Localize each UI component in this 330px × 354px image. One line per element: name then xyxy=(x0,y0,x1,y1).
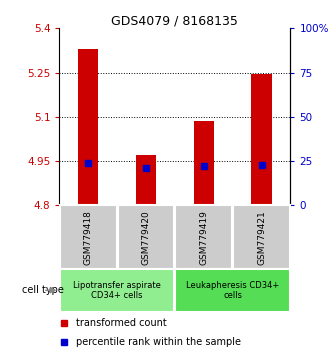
Text: GSM779418: GSM779418 xyxy=(84,210,93,265)
Bar xyxy=(194,121,214,205)
Title: GDS4079 / 8168135: GDS4079 / 8168135 xyxy=(112,14,238,27)
Bar xyxy=(176,269,290,312)
Text: GSM779420: GSM779420 xyxy=(142,210,150,264)
Text: cell type: cell type xyxy=(22,285,64,295)
Bar xyxy=(60,205,116,269)
Bar xyxy=(251,74,272,205)
Bar xyxy=(78,49,98,205)
Text: transformed count: transformed count xyxy=(76,318,166,329)
Text: percentile rank within the sample: percentile rank within the sample xyxy=(76,337,241,347)
Text: Leukapheresis CD34+
cells: Leukapheresis CD34+ cells xyxy=(186,281,279,300)
Bar xyxy=(60,269,174,312)
Text: GSM779421: GSM779421 xyxy=(257,210,266,264)
Bar xyxy=(233,205,290,269)
Text: Lipotransfer aspirate
CD34+ cells: Lipotransfer aspirate CD34+ cells xyxy=(73,281,161,300)
Bar xyxy=(118,205,174,269)
Bar xyxy=(136,155,156,205)
Bar xyxy=(176,205,232,269)
Text: GSM779419: GSM779419 xyxy=(199,210,208,265)
